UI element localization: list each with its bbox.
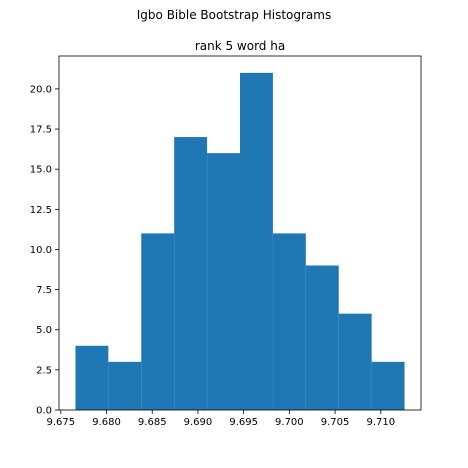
histogram-bar (207, 153, 240, 410)
y-tick-label: 17.5 (30, 125, 52, 136)
y-tick-label: 0.0 (36, 406, 52, 417)
y-tick-label: 20.0 (30, 84, 52, 95)
x-tick-label: 9.700 (275, 417, 304, 428)
y-tick-label: 5.0 (36, 325, 52, 336)
histogram-bar (272, 233, 306, 410)
x-tick-label: 9.710 (366, 417, 395, 428)
y-tick-label: 10.0 (30, 245, 52, 256)
histogram-bars (75, 72, 405, 411)
histogram-bar (338, 313, 372, 410)
histogram-bar (141, 233, 175, 410)
histogram-bar (174, 137, 208, 410)
figure-suptitle: Igbo Bible Bootstrap Histograms (137, 8, 331, 22)
histogram-bar (305, 265, 339, 410)
y-axis-ticks: 0.0 2.5 5.0 7.5 10.0 12.5 15.0 17.5 20.0 (30, 84, 59, 417)
y-tick-label: 12.5 (30, 205, 52, 216)
plot-frame (58, 55, 422, 411)
x-tick-label: 9.685 (138, 417, 167, 428)
histogram-bar (371, 361, 405, 410)
x-tick-label: 9.705 (321, 417, 350, 428)
x-axis-ticks: 9.675 9.680 9.685 9.690 9.695 9.700 9.705 9.710 (47, 410, 395, 428)
histogram-bar (240, 72, 273, 411)
x-tick-label: 9.680 (92, 417, 121, 428)
y-tick-label: 7.5 (36, 285, 52, 296)
x-tick-label: 9.690 (184, 417, 213, 428)
histogram-bar (108, 361, 142, 410)
chart-title: rank 5 word ha (195, 39, 285, 53)
y-tick-label: 2.5 (36, 365, 52, 376)
histogram-bar (75, 345, 109, 410)
y-tick-label: 15.0 (30, 165, 52, 176)
x-tick-label: 9.675 (47, 417, 76, 428)
x-tick-label: 9.695 (229, 417, 258, 428)
